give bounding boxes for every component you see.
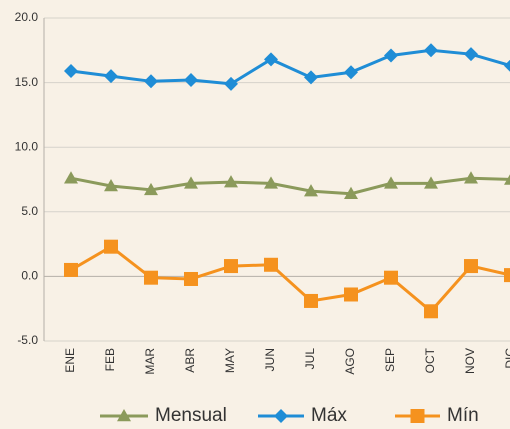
x-tick-label: OCT xyxy=(423,347,437,373)
y-tick-label: 15.0 xyxy=(15,75,39,89)
data-point xyxy=(424,176,438,189)
x-tick-label: SEP xyxy=(383,348,397,372)
data-point xyxy=(424,304,438,319)
data-point xyxy=(144,182,158,196)
x-tick-label: AGO xyxy=(343,348,357,375)
data-point xyxy=(424,43,438,58)
x-tick-label: MAR xyxy=(143,348,157,375)
data-point xyxy=(504,268,510,283)
data-point xyxy=(144,74,158,89)
data-point xyxy=(224,175,238,188)
x-tick-label: ENE xyxy=(63,348,77,373)
data-point xyxy=(64,63,78,78)
legend-label: Mensual xyxy=(155,405,227,426)
data-point xyxy=(64,262,78,277)
data-point xyxy=(504,59,510,72)
x-tick-label: JUN xyxy=(263,348,277,371)
data-point xyxy=(184,271,198,286)
data-point xyxy=(224,259,238,274)
data-point xyxy=(144,270,158,285)
data-point xyxy=(224,76,238,91)
x-tick-label: NOV xyxy=(463,348,477,374)
legend-marker xyxy=(274,409,288,423)
data-point xyxy=(264,257,278,272)
data-point xyxy=(384,270,398,285)
data-point xyxy=(344,65,358,80)
data-point xyxy=(304,184,318,197)
x-tick-label: FEB xyxy=(103,348,117,371)
data-point xyxy=(384,48,398,63)
y-tick-label: 10.0 xyxy=(15,139,39,153)
data-point xyxy=(344,186,358,199)
x-tick-label: ABR xyxy=(183,348,197,373)
data-point xyxy=(384,176,398,189)
x-tick-label: JUL xyxy=(303,348,317,370)
y-tick-label: 5.0 xyxy=(21,204,38,218)
series-line xyxy=(70,48,510,86)
series-line xyxy=(70,244,510,314)
data-point xyxy=(504,174,510,185)
data-point xyxy=(464,171,478,184)
data-point xyxy=(464,47,478,62)
series-line xyxy=(70,176,510,196)
data-point xyxy=(184,73,198,88)
y-tick-label: 20.0 xyxy=(15,10,39,24)
data-point xyxy=(264,176,278,189)
legend-marker xyxy=(117,409,131,422)
data-point xyxy=(344,287,358,302)
data-point xyxy=(304,293,318,308)
data-point xyxy=(104,239,118,254)
y-tick-label: -5.0 xyxy=(17,333,38,347)
legend-label: Mín xyxy=(447,405,479,426)
data-point xyxy=(184,176,198,189)
data-point xyxy=(264,52,278,67)
data-point xyxy=(104,178,118,192)
data-point xyxy=(464,259,478,274)
x-tick-label: MAY xyxy=(223,348,237,373)
legend-marker xyxy=(410,409,425,423)
y-tick-label: 0.0 xyxy=(21,269,38,283)
data-point xyxy=(304,70,318,85)
data-point xyxy=(104,69,118,84)
x-tick-label: DIC xyxy=(503,348,510,369)
data-point xyxy=(64,171,78,184)
legend-label: Máx xyxy=(311,405,347,426)
